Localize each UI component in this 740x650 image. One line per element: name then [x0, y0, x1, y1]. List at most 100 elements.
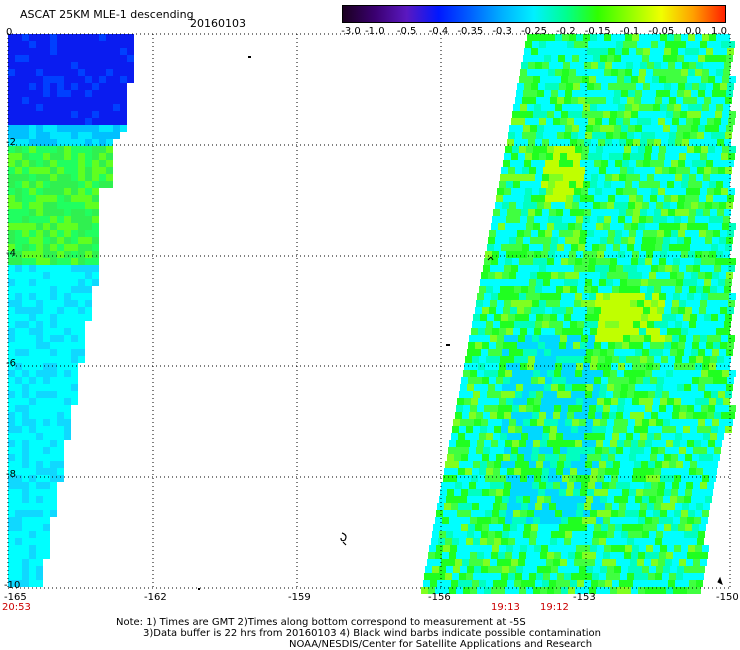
swath-cell — [544, 384, 551, 391]
swath-cell — [474, 496, 481, 503]
swath-cell — [703, 468, 710, 475]
swath-cell — [503, 377, 510, 384]
swath-cell — [723, 69, 730, 76]
swath-cell — [569, 328, 576, 335]
swath-cell — [477, 552, 484, 559]
swath-cell — [527, 251, 534, 258]
swath-cell — [670, 419, 677, 426]
swath-cell — [493, 503, 500, 510]
swath-cell — [668, 580, 675, 587]
swath-cell — [71, 181, 78, 188]
swath-cell — [57, 391, 64, 398]
swath-cell — [557, 314, 564, 321]
swath-cell — [22, 538, 29, 545]
swath-cell — [450, 475, 457, 482]
swath-cell — [106, 69, 113, 76]
swath-cell — [71, 118, 78, 125]
swath-cell — [589, 405, 596, 412]
swath-cell — [64, 433, 71, 440]
swath-cell — [522, 391, 529, 398]
swath-cell — [651, 300, 658, 307]
swath-cell — [607, 419, 614, 426]
swath-cell — [563, 503, 570, 510]
swath-cell — [29, 125, 36, 132]
swath-cell — [537, 125, 544, 132]
swath-cell — [99, 83, 106, 90]
swath-cell — [564, 391, 571, 398]
swath-cell — [652, 258, 659, 265]
swath-cell — [704, 279, 711, 286]
swath-cell — [648, 244, 655, 251]
swath-cell — [711, 132, 718, 139]
swath-cell — [36, 111, 43, 118]
swath-cell — [50, 202, 57, 209]
swath-cell — [15, 440, 22, 447]
swath-cell — [672, 447, 679, 454]
swath-cell — [590, 34, 597, 41]
swath-cell — [659, 223, 666, 230]
swath-cell — [644, 412, 651, 419]
swath-cell — [676, 426, 683, 433]
swath-cell — [682, 356, 689, 363]
swath-cell — [537, 349, 544, 356]
swath-cell — [29, 286, 36, 293]
swath-cell — [643, 454, 650, 461]
swath-cell — [712, 202, 719, 209]
swath-cell — [50, 69, 57, 76]
swath-cell — [491, 517, 498, 524]
swath-cell — [29, 335, 36, 342]
swath-cell — [594, 48, 601, 55]
swath-cell — [594, 454, 601, 461]
swath-cell — [598, 503, 605, 510]
swath-cell — [697, 391, 704, 398]
swath-cell — [499, 398, 506, 405]
swath-cell — [71, 300, 78, 307]
swath-cell — [431, 538, 438, 545]
swath-cell — [29, 447, 36, 454]
swath-cell — [657, 195, 664, 202]
swath-cell — [631, 111, 638, 118]
swath-cell — [36, 342, 43, 349]
swath-cell — [620, 573, 627, 580]
swath-cell — [534, 69, 541, 76]
swath-cell — [635, 566, 642, 573]
swath-cell — [500, 321, 507, 328]
swath-cell — [92, 97, 99, 104]
swath-cell — [469, 559, 476, 566]
swath-cell — [710, 286, 717, 293]
swath-cell — [634, 426, 641, 433]
swath-cell — [549, 139, 556, 146]
swath-cell — [688, 545, 695, 552]
swath-cell — [29, 265, 36, 272]
swath-cell — [573, 307, 580, 314]
swath-cell — [36, 125, 43, 132]
swath-cell — [645, 76, 652, 83]
swath-cell — [690, 426, 697, 433]
swath-cell — [580, 160, 587, 167]
swath-cell — [573, 342, 580, 349]
swath-cell — [699, 307, 706, 314]
swath-cell — [536, 97, 543, 104]
swath-cell — [522, 426, 529, 433]
swath-cell — [530, 384, 537, 391]
swath-cell — [22, 153, 29, 160]
swath-cell — [519, 76, 526, 83]
swath-cell — [581, 153, 588, 160]
swath-cell — [492, 545, 499, 552]
swath-cell — [647, 286, 654, 293]
swath-cell — [599, 314, 606, 321]
swath-cell — [113, 69, 120, 76]
swath-cell — [57, 62, 64, 69]
swath-cell — [542, 503, 549, 510]
swath-cell — [692, 489, 699, 496]
swath-cell — [57, 195, 64, 202]
swath-cell — [630, 412, 637, 419]
swath-cell — [113, 111, 120, 118]
swath-cell — [29, 559, 36, 566]
swath-cell — [64, 160, 71, 167]
swath-cell — [570, 286, 577, 293]
swath-cell — [581, 412, 588, 419]
swath-cell — [527, 216, 534, 223]
colorbar — [342, 5, 726, 23]
swath-cell — [688, 510, 695, 517]
